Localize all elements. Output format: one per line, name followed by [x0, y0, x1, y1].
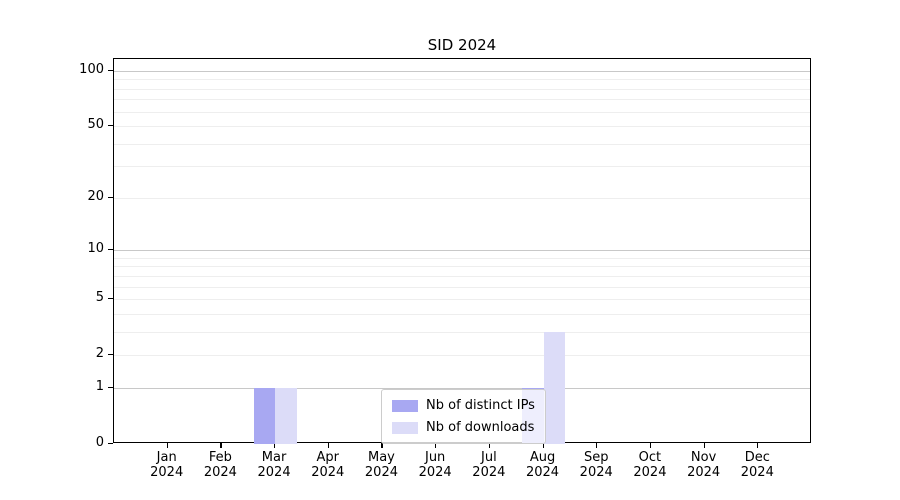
- x-tick-label-mar: Mar 2024: [246, 450, 302, 480]
- x-tick-mark: [703, 443, 705, 448]
- gridline-minor: [114, 88, 810, 90]
- x-tick-mark: [166, 443, 168, 448]
- y-tick-mark: [108, 386, 113, 389]
- x-tick-year: 2024: [150, 465, 184, 480]
- x-tick-year: 2024: [525, 465, 560, 480]
- y-tick-label: 100: [79, 61, 104, 77]
- x-tick-year: 2024: [472, 465, 506, 480]
- x-tick-label-dec: Dec 2024: [729, 450, 785, 480]
- y-tick-mark: [108, 298, 113, 300]
- gridline-minor: [114, 331, 810, 333]
- y-tick-label: 2: [95, 346, 104, 362]
- x-tick-month: Apr: [316, 450, 340, 465]
- x-tick-year: 2024: [418, 465, 452, 480]
- x-tick-month: Feb: [208, 450, 232, 465]
- chart-title: SID 2024: [427, 36, 497, 54]
- gridline-minor: [114, 143, 810, 145]
- x-tick-label-nov: Nov 2024: [676, 450, 732, 480]
- y-tick-label: 5: [95, 290, 104, 306]
- x-tick-month: Oct: [638, 450, 662, 465]
- bar-downloads-aug: [543, 331, 565, 444]
- bar-downloads-mar: [275, 387, 297, 444]
- gridline-minor: [114, 166, 810, 168]
- gridline-minor: [114, 355, 810, 357]
- gridline-major: [114, 70, 810, 72]
- y-tick-mark: [108, 249, 113, 251]
- x-tick-label-apr: Apr 2024: [300, 450, 356, 480]
- x-tick-label-feb: Feb 2024: [192, 450, 248, 480]
- y-tick-label: 0: [95, 435, 104, 450]
- gridline-minor: [114, 111, 810, 113]
- gridline-minor: [114, 313, 810, 315]
- x-tick-year: 2024: [203, 465, 237, 480]
- x-tick-month: Jan: [156, 450, 177, 465]
- x-tick-mark: [488, 443, 491, 448]
- x-tick-label-jul: Jul 2024: [461, 450, 517, 480]
- x-tick-year: 2024: [311, 465, 345, 480]
- plot-area: Nb of distinct IPs Nb of downloads: [113, 58, 811, 444]
- y-tick-mark: [108, 69, 113, 72]
- legend-swatch-downloads: [392, 421, 418, 434]
- x-tick-month: Mar: [261, 450, 287, 465]
- gridline-minor: [114, 275, 810, 277]
- x-tick-month: Jun: [424, 450, 446, 465]
- gridline-minor: [114, 79, 810, 81]
- x-tick-month: Jul: [481, 450, 497, 465]
- gridline-minor: [114, 286, 810, 288]
- x-tick-mark: [274, 443, 276, 448]
- x-tick-mark: [649, 443, 652, 448]
- gridline-major: [114, 387, 810, 389]
- x-tick-label-may: May 2024: [353, 450, 409, 480]
- x-tick-month: May: [368, 450, 395, 465]
- x-tick-mark: [757, 443, 759, 448]
- x-tick-mark: [327, 443, 329, 448]
- bar-distinct-ips-mar: [253, 387, 276, 444]
- legend-label-downloads: Nb of downloads: [426, 420, 535, 435]
- x-tick-label-jun: Jun 2024: [407, 450, 463, 480]
- x-tick-mark: [435, 443, 437, 448]
- y-tick-label: 10: [87, 241, 104, 257]
- x-tick-year: 2024: [579, 465, 613, 480]
- x-tick-year: 2024: [257, 465, 291, 480]
- gridline-minor: [114, 99, 810, 101]
- y-tick-mark: [108, 125, 113, 127]
- x-tick-month: Sep: [583, 450, 609, 465]
- x-tick-year: 2024: [687, 465, 721, 480]
- gridline-minor: [114, 197, 810, 199]
- legend-swatch-distinct-ips: [392, 399, 418, 412]
- gridline-minor: [114, 299, 810, 301]
- legend-item-distinct-ips: Nb of distinct IPs: [392, 396, 535, 415]
- x-tick-year: 2024: [364, 465, 398, 480]
- y-tick-mark: [108, 443, 113, 445]
- x-tick-year: 2024: [740, 465, 774, 480]
- y-tick-label: 1: [95, 378, 104, 394]
- x-tick-mark: [542, 443, 544, 448]
- gridline-minor: [114, 257, 810, 259]
- y-tick-label: 20: [87, 188, 104, 204]
- x-tick-label-oct: Oct 2024: [622, 450, 678, 480]
- legend-item-downloads: Nb of downloads: [392, 418, 535, 437]
- x-tick-mark: [381, 443, 383, 448]
- y-tick-mark: [108, 354, 113, 356]
- x-tick-label-sep: Sep 2024: [568, 450, 624, 480]
- y-tick-label: 50: [87, 117, 104, 133]
- x-tick-label-jan: Jan 2024: [139, 450, 195, 480]
- y-tick-mark: [108, 196, 113, 199]
- legend-label-distinct-ips: Nb of distinct IPs: [426, 398, 535, 413]
- gridline-minor: [114, 266, 810, 268]
- legend: Nb of distinct IPs Nb of downloads: [381, 389, 546, 444]
- x-tick-label-aug: Aug 2024: [515, 450, 571, 480]
- x-tick-mark: [220, 443, 222, 448]
- x-tick-month: Aug: [529, 450, 556, 465]
- x-tick-month: Dec: [744, 450, 770, 465]
- gridline-major: [114, 250, 810, 252]
- gridline-minor: [114, 126, 810, 128]
- x-tick-mark: [596, 443, 598, 448]
- x-tick-year: 2024: [633, 465, 667, 480]
- x-tick-month: Nov: [690, 450, 717, 465]
